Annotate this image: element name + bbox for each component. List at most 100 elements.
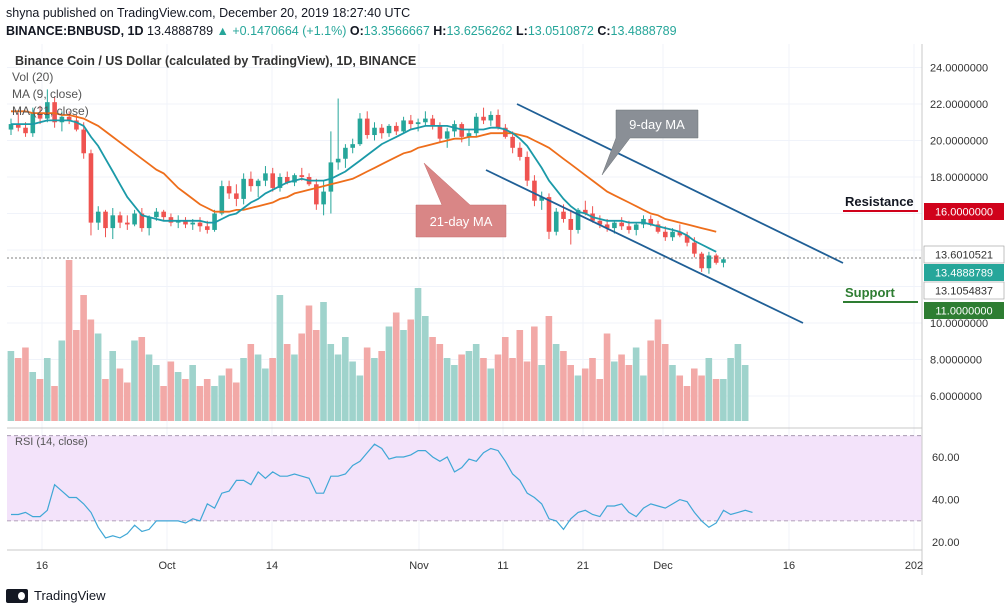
ma21-callout: 21-day MA bbox=[415, 162, 507, 238]
volume-bar bbox=[552, 344, 560, 421]
rsi-tick-label: 40.00 bbox=[932, 495, 960, 507]
low-value: 13.0510872 bbox=[527, 24, 594, 38]
candle-body bbox=[277, 177, 283, 188]
candle-body bbox=[532, 180, 537, 201]
volume-bar bbox=[153, 365, 160, 421]
candle-body bbox=[125, 222, 130, 225]
volume-bar bbox=[225, 368, 233, 421]
candle-body bbox=[255, 180, 261, 187]
candle-body bbox=[575, 209, 581, 230]
volume-bar bbox=[312, 330, 320, 421]
candle-body bbox=[583, 209, 588, 214]
volume-bar bbox=[676, 375, 684, 421]
symbol-name: BINANCE:BNBUSD, 1D bbox=[6, 24, 144, 38]
volume-bar bbox=[232, 382, 240, 421]
time-tick-label: 202 bbox=[905, 560, 923, 572]
rsi-band bbox=[7, 435, 922, 521]
candle-body bbox=[37, 113, 43, 119]
rsi-tick-label: 60.00 bbox=[932, 452, 960, 464]
chart-title: Binance Coin / US Dollar (calculated by … bbox=[15, 54, 416, 68]
candle-body bbox=[423, 118, 428, 123]
volume-bar bbox=[421, 316, 429, 421]
candle-body bbox=[357, 118, 363, 145]
candle-body bbox=[648, 218, 654, 225]
candle-body bbox=[343, 147, 348, 159]
candle-body bbox=[503, 127, 508, 137]
volume-bar bbox=[116, 368, 124, 421]
candle-body bbox=[430, 118, 435, 126]
rsi-legend: RSI (14, close) bbox=[15, 436, 88, 448]
volume-bar bbox=[22, 347, 29, 421]
volume-bar bbox=[683, 386, 691, 421]
price-chart[interactable]: 24.0000000 22.0000000 20.0000000 18.0000000… bbox=[0, 0, 1008, 584]
support-price-text: 11.0000000 bbox=[935, 306, 992, 318]
upper-price-text: 13.6010521 bbox=[935, 250, 993, 262]
candle-body bbox=[408, 120, 414, 125]
symbol-ohlc-line: BINANCE:BNBUSD, 1D 13.4888789 ▲ +0.14706… bbox=[6, 24, 677, 38]
price-tick-label: 18.0000000 bbox=[930, 172, 988, 184]
volume-bar bbox=[640, 375, 647, 421]
candle-body bbox=[372, 127, 377, 136]
candle-body bbox=[241, 178, 246, 199]
volume-bar bbox=[669, 365, 676, 421]
candle-body bbox=[154, 211, 159, 218]
candle-body bbox=[553, 211, 559, 232]
candle-body bbox=[132, 213, 137, 225]
candle-body bbox=[88, 153, 94, 223]
candle-body bbox=[226, 186, 232, 194]
legend-ma9: MA (9, close) bbox=[12, 87, 83, 101]
candle-body bbox=[677, 231, 683, 236]
candle-body bbox=[146, 217, 152, 229]
lower-price-text: 13.1054837 bbox=[935, 286, 993, 298]
volume-bar bbox=[698, 375, 705, 421]
price-tick-label: 22.0000000 bbox=[930, 99, 988, 111]
volume-bar bbox=[218, 375, 226, 421]
volume-bar bbox=[254, 354, 262, 421]
rsi-line bbox=[11, 443, 753, 539]
volume-bar bbox=[291, 354, 298, 421]
candle-body bbox=[204, 226, 210, 230]
candle-body bbox=[234, 193, 239, 199]
time-tick-label: 21 bbox=[577, 560, 589, 572]
volume-bar bbox=[385, 326, 393, 421]
candle-body bbox=[15, 124, 21, 128]
volume-bar bbox=[356, 375, 364, 421]
candle-body bbox=[394, 125, 399, 132]
volume-bar bbox=[371, 358, 378, 421]
volume-bar bbox=[465, 351, 473, 421]
volume-bar bbox=[196, 386, 204, 421]
volume-bar bbox=[349, 361, 356, 421]
volume-bar bbox=[80, 295, 87, 421]
volume-bar bbox=[632, 347, 640, 421]
candle-body bbox=[612, 222, 617, 229]
volume-bar bbox=[414, 288, 422, 421]
candle-body bbox=[110, 215, 116, 229]
candle-body bbox=[292, 175, 297, 183]
volume-bar bbox=[429, 337, 436, 421]
volume-bar bbox=[501, 337, 509, 421]
volume-bar bbox=[581, 368, 589, 421]
volume-bar bbox=[109, 351, 116, 421]
ma21-callout-shape bbox=[415, 162, 507, 238]
ma9-line bbox=[11, 119, 717, 253]
volume-bar bbox=[487, 368, 495, 421]
candle-body bbox=[314, 184, 319, 205]
ma9-callout-text: 9-day MA bbox=[629, 117, 685, 132]
ma21-callout-text: 21-day MA bbox=[430, 214, 493, 229]
candle-body bbox=[604, 224, 610, 229]
volume-bars bbox=[7, 260, 749, 421]
volume-bar bbox=[661, 344, 669, 421]
candle-body bbox=[415, 122, 421, 125]
volume-bar bbox=[538, 365, 545, 421]
volume-bar bbox=[87, 319, 95, 421]
volume-bar bbox=[531, 326, 538, 421]
volume-bar bbox=[392, 312, 400, 421]
open-label: O: bbox=[349, 24, 364, 38]
volume-bar bbox=[596, 379, 604, 421]
candle-body bbox=[175, 220, 181, 223]
volume-bar bbox=[523, 361, 531, 421]
channel-upper-line bbox=[516, 103, 844, 264]
volume-bar bbox=[611, 361, 618, 421]
volume-bar bbox=[94, 333, 102, 421]
candle-body bbox=[95, 211, 101, 223]
